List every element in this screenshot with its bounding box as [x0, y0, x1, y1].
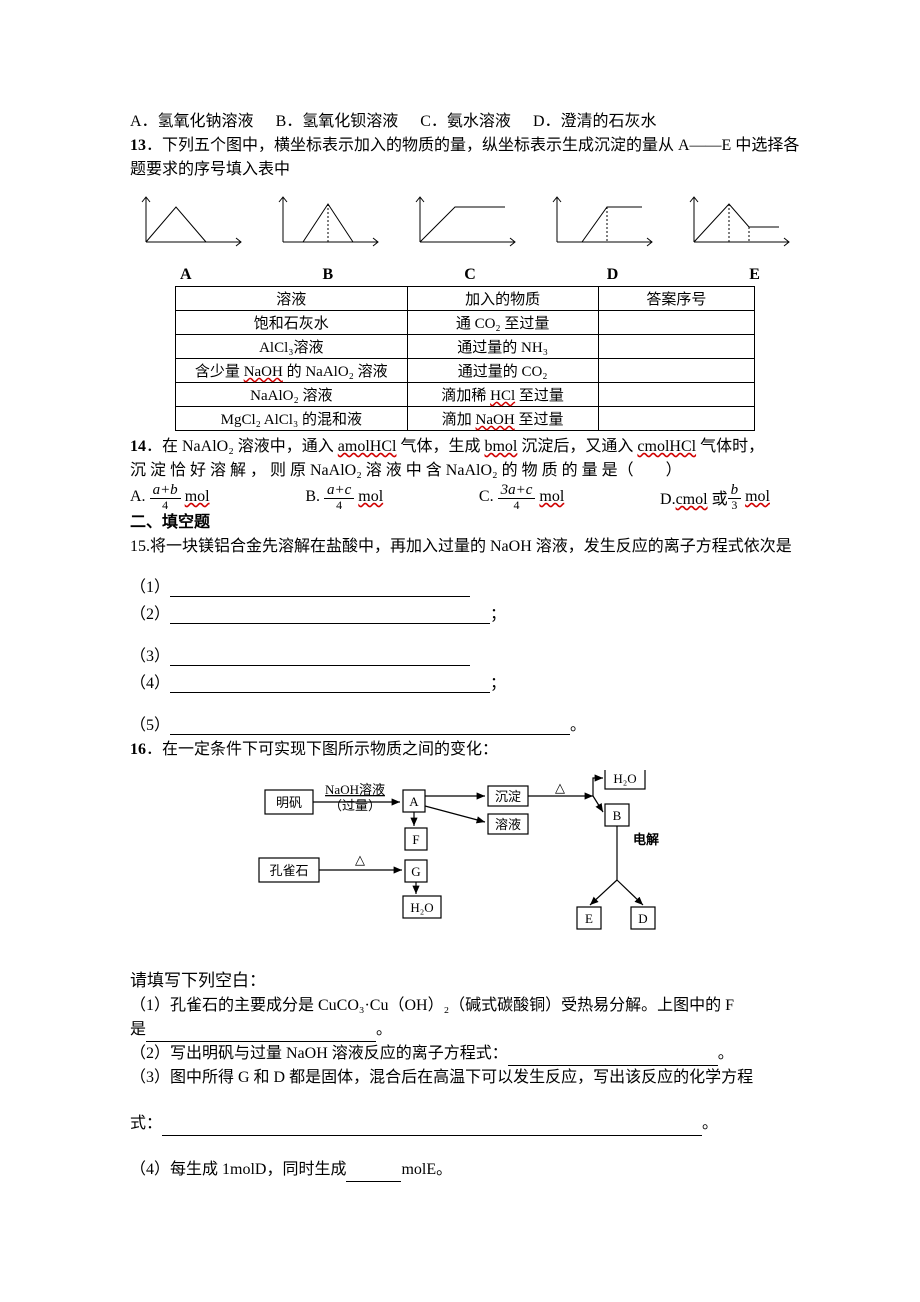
- r1c3[interactable]: [598, 311, 754, 335]
- node-rongye: 溶液: [495, 817, 521, 832]
- opt-C: C．氨水溶液: [420, 113, 511, 130]
- q15-text: .将一块镁铝合金先溶解在盐酸中，再加入过量的 NaOH 溶液，发生反应的离子方程…: [146, 538, 792, 555]
- r3c2: 通过量的 CO₂: [407, 359, 598, 383]
- opt-A: A．氢氧化钠溶液: [130, 113, 254, 130]
- blank-q16-4[interactable]: [346, 1161, 401, 1181]
- q12-options: A．氢氧化钠溶液 B．氢氧化钡溶液 C．氨水溶液 D．澄清的石灰水: [130, 110, 800, 134]
- q14-opt-D: D.cmol 或 b3 mol: [660, 483, 770, 511]
- node-G: G: [411, 864, 420, 879]
- letter-D: D: [607, 266, 619, 284]
- q16-sub3: （3）图中所得 G 和 D 都是固体，混合后在高温下可以发生反应，写出该反应的化…: [130, 1066, 800, 1090]
- q16-sub1: （1）孔雀石的主要成分是 CuCO₃·Cu（OH）₂（碱式碳酸铜）受热易分解。上…: [130, 994, 800, 1018]
- q15-b5: （5）: [130, 717, 170, 734]
- opt-B: B．氢氧化钡溶液: [276, 113, 399, 130]
- q16-heading: 请填写下列空白：: [130, 968, 800, 994]
- r4c1: NaAlO₂ 溶液: [176, 383, 408, 407]
- r5c2: 滴加 NaOH 至过量: [407, 407, 598, 431]
- q16-diagram: 明矾 NaOH溶液 （过量） A 沉淀 溶液 △ H₂O B 电解 E D: [205, 770, 725, 960]
- node-E: E: [585, 911, 593, 926]
- q16-sub2: （2）写出明矾与过量 NaOH 溶液反应的离子方程式：。: [130, 1042, 800, 1066]
- q16-text: ．在一定条件下可实现下图所示物质之间的变化：: [146, 741, 498, 758]
- q14-options: A. a+b4 mol B. a+c4 mol C. 3a+c4 mol D.c…: [130, 483, 800, 511]
- q13-chart-letters: A B C D E: [130, 266, 800, 284]
- letter-B: B: [323, 266, 334, 284]
- blank-1[interactable]: [170, 577, 470, 597]
- section-2-heading: 二、填空题: [130, 511, 800, 535]
- label-guoliang: （过量）: [329, 798, 381, 813]
- r4c2: 滴加稀 HCl 至过量: [407, 383, 598, 407]
- q14-text: ．在 NaAlO₂ 溶液中，通入 amolHCl 气体，生成 bmol 沉淀后，…: [130, 438, 764, 479]
- chart-B: [273, 192, 383, 252]
- r5c1: MgCl₂ AlCl₃ 的混和液: [176, 407, 408, 431]
- q16-sub3b: 式：。: [130, 1112, 800, 1136]
- blank-q16-1[interactable]: [146, 1021, 376, 1041]
- chart-D: [547, 192, 657, 252]
- chart-E: [684, 192, 794, 252]
- node-H2O-top: H₂O: [613, 771, 636, 786]
- r5c3[interactable]: [598, 407, 754, 431]
- letter-A: A: [180, 266, 192, 284]
- node-B: B: [613, 808, 622, 823]
- chart-C: [410, 192, 520, 252]
- q14-stem: 14．在 NaAlO₂ 溶液中，通入 amolHCl 气体，生成 bmol 沉淀…: [130, 435, 800, 483]
- q14-number: 14: [130, 438, 146, 455]
- r4c3[interactable]: [598, 383, 754, 407]
- q16-sub4: （4）每生成 1molD，同时生成molE。: [130, 1158, 800, 1182]
- r3c3[interactable]: [598, 359, 754, 383]
- q13-stem: 13．下列五个图中，横坐标表示加入的物质的量，纵坐标表示生成沉淀的量从 A——E…: [130, 134, 800, 182]
- label-delta-2: △: [355, 852, 365, 867]
- letter-C: C: [464, 266, 476, 284]
- opt-D: D．澄清的石灰水: [533, 113, 657, 130]
- q13-charts-row: [130, 192, 800, 252]
- r2c1: AlCl₃溶液: [176, 335, 408, 359]
- q16-stem: 16．在一定条件下可实现下图所示物质之间的变化：: [130, 738, 800, 762]
- label-naoh: NaOH溶液: [325, 782, 385, 797]
- th-answer: 答案序号: [598, 287, 754, 311]
- q13-table: 溶液 加入的物质 答案序号 饱和石灰水通 CO₂ 至过量 AlCl₃溶液通过量的…: [175, 286, 755, 431]
- th-solution: 溶液: [176, 287, 408, 311]
- node-A: A: [409, 794, 419, 809]
- chart-A: [136, 192, 246, 252]
- blank-q16-3[interactable]: [162, 1115, 702, 1135]
- blank-2[interactable]: [170, 604, 490, 624]
- node-kongque: 孔雀石: [269, 863, 308, 878]
- letter-E: E: [749, 266, 760, 284]
- node-H2O-bottom: H₂O: [410, 900, 433, 915]
- q16-number: 16: [130, 741, 146, 758]
- th-added: 加入的物质: [407, 287, 598, 311]
- q16-sub1b: 是。: [130, 1018, 800, 1042]
- q15-number: 15: [130, 538, 146, 555]
- node-chendian: 沉淀: [495, 789, 521, 804]
- blank-4[interactable]: [170, 673, 490, 693]
- r3c1: 含少量 NaOH 的 NaAlO₂ 溶液: [176, 359, 408, 383]
- q15-stem: 15.将一块镁铝合金先溶解在盐酸中，再加入过量的 NaOH 溶液，发生反应的离子…: [130, 535, 800, 559]
- q14-opt-A: A. a+b4 mol: [130, 483, 210, 511]
- q15-blanks: （1） （2）； （3） （4）； （5）。: [130, 573, 800, 735]
- q15-b2: （2）: [130, 606, 170, 623]
- q13-text: ．下列五个图中，横坐标表示加入的物质的量，纵坐标表示生成沉淀的量从 A——E 中…: [130, 137, 799, 178]
- r2c2: 通过量的 NH₃: [407, 335, 598, 359]
- label-delta-1: △: [555, 780, 565, 795]
- label-dianjie: 电解: [633, 832, 659, 847]
- q14-opt-C: C. 3a+c4 mol: [479, 483, 564, 511]
- r2c3[interactable]: [598, 335, 754, 359]
- node-F: F: [412, 832, 419, 847]
- r1c2: 通 CO₂ 至过量: [407, 311, 598, 335]
- q15-b1: （1）: [130, 579, 170, 596]
- q14-opt-B: B. a+c4 mol: [305, 483, 383, 511]
- blank-q16-2[interactable]: [508, 1045, 718, 1065]
- node-mingfan: 明矾: [276, 795, 302, 810]
- r1c1: 饱和石灰水: [176, 311, 408, 335]
- node-D: D: [638, 911, 647, 926]
- q15-b3: （3）: [130, 648, 170, 665]
- q13-number: 13: [130, 137, 146, 154]
- blank-5[interactable]: [170, 715, 570, 735]
- q15-b4: （4）: [130, 675, 170, 692]
- blank-3[interactable]: [170, 646, 470, 666]
